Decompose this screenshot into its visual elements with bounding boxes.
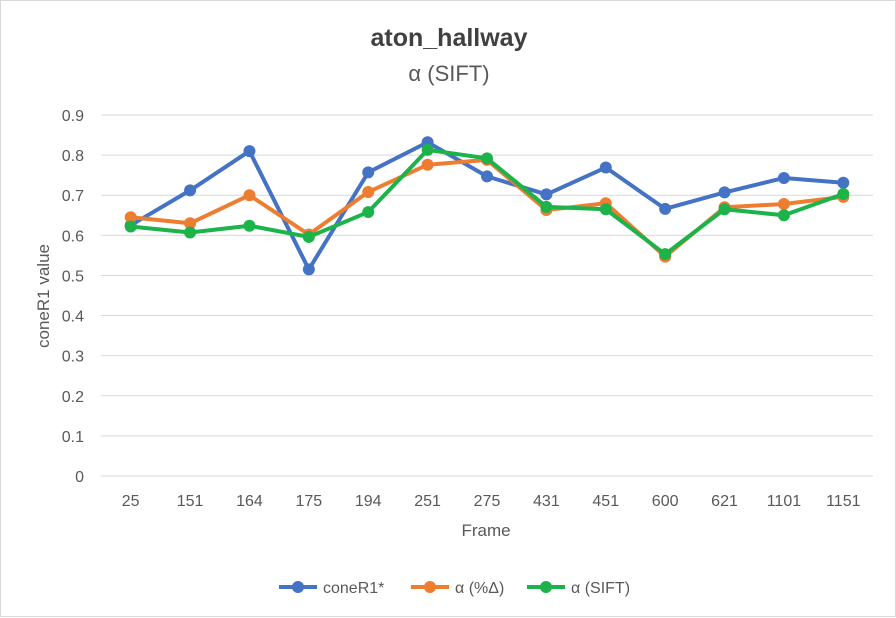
- data-point: [243, 189, 256, 202]
- x-tick-label: 164: [236, 493, 263, 510]
- y-tick-label: 0: [75, 469, 84, 486]
- data-point: [777, 198, 790, 211]
- x-tick-label: 1151: [826, 493, 861, 510]
- x-tick-label: 175: [295, 493, 322, 510]
- data-point: [540, 188, 553, 201]
- data-point: [599, 203, 612, 216]
- legend-label: α (%Δ): [455, 580, 504, 597]
- x-tick-label: 151: [177, 493, 204, 510]
- data-point: [777, 209, 790, 222]
- legend-item: α (%Δ): [411, 580, 504, 597]
- data-point: [124, 220, 137, 233]
- x-tick-label: 194: [355, 493, 382, 510]
- chart-title: aton_hallway: [371, 24, 528, 52]
- x-tick-label: 25: [122, 493, 140, 510]
- chart-subtitle: α (SIFT): [408, 61, 489, 86]
- x-axis-ticks: 25 151 164 175 194 251 275 431 451 600 621 1101 1151: [122, 493, 861, 510]
- legend-item: α (SIFT): [527, 580, 630, 597]
- data-point: [243, 219, 256, 232]
- x-tick-label: 251: [414, 493, 441, 510]
- data-point: [302, 230, 315, 243]
- data-point: [243, 145, 256, 158]
- y-tick-label: 0.7: [62, 188, 84, 205]
- data-point: [362, 206, 375, 219]
- data-point: [718, 203, 731, 216]
- y-axis-label: coneR1 value: [34, 244, 53, 348]
- x-axis-label: Frame: [461, 521, 510, 540]
- x-tick-label: 275: [474, 493, 501, 510]
- y-tick-label: 0.6: [62, 228, 84, 245]
- data-point: [540, 200, 553, 213]
- data-point: [837, 176, 850, 189]
- data-point: [362, 166, 375, 179]
- y-tick-label: 0.1: [62, 429, 84, 446]
- x-tick-label: 451: [592, 493, 619, 510]
- data-point: [777, 171, 790, 184]
- y-tick-label: 0.9: [62, 108, 84, 125]
- data-point: [659, 202, 672, 215]
- data-point: [362, 186, 375, 199]
- data-point: [184, 184, 197, 197]
- x-tick-label: 621: [711, 493, 738, 510]
- data-point: [302, 263, 315, 276]
- data-point: [184, 217, 197, 230]
- series-2: [124, 143, 850, 261]
- series-lines: [124, 136, 850, 276]
- data-point: [421, 158, 434, 171]
- y-tick-label: 0.4: [62, 309, 84, 326]
- data-point: [421, 143, 434, 156]
- legend-point-marker: [292, 581, 304, 593]
- legend-label: α (SIFT): [571, 580, 630, 597]
- data-point: [837, 188, 850, 201]
- data-point: [481, 170, 493, 183]
- gridlines: [101, 114, 873, 477]
- y-axis-ticks: 0 0.1 0.2 0.3 0.4 0.5 0.6 0.7 0.8 0.9: [62, 108, 84, 486]
- legend-label: coneR1*: [323, 580, 384, 597]
- x-tick-label: 431: [533, 493, 560, 510]
- data-point: [599, 161, 612, 174]
- data-point: [659, 248, 672, 261]
- legend-point-marker: [540, 581, 552, 593]
- x-tick-label: 1101: [767, 493, 802, 510]
- x-tick-label: 600: [652, 493, 679, 510]
- series-1: [124, 153, 850, 263]
- y-tick-label: 0.8: [62, 148, 84, 165]
- data-point: [124, 211, 137, 224]
- y-tick-label: 0.2: [62, 389, 84, 406]
- legend-item: coneR1*: [279, 580, 384, 597]
- y-tick-label: 0.3: [62, 349, 84, 366]
- legend: coneR1* α (%Δ) α (SIFT): [279, 580, 630, 597]
- data-point: [481, 152, 493, 165]
- data-point: [718, 186, 731, 199]
- y-tick-label: 0.5: [62, 268, 84, 285]
- legend-point-marker: [424, 581, 436, 593]
- data-point: [184, 226, 197, 239]
